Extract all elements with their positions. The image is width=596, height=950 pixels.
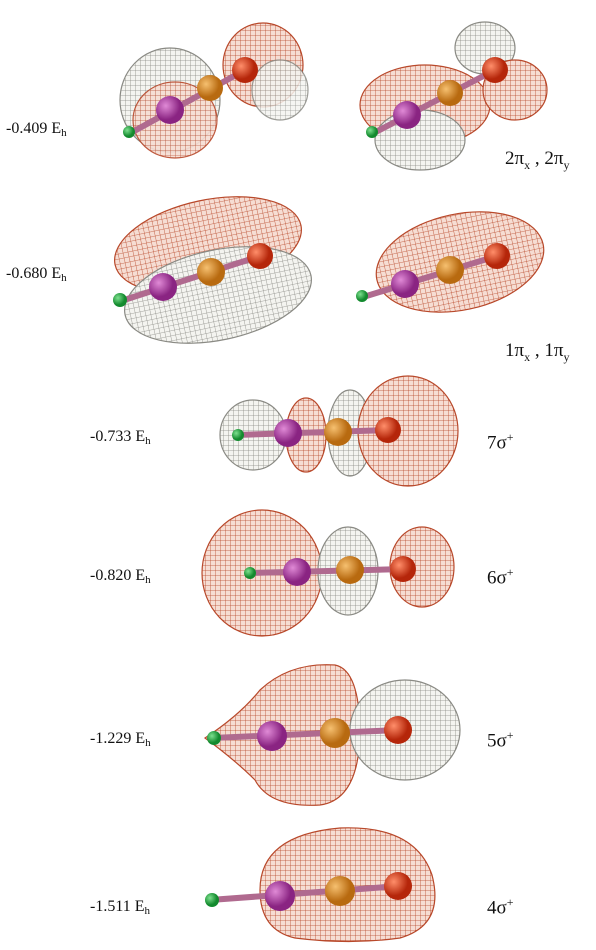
label-sup: + (506, 430, 514, 444)
energy-1pi: -0.680 Eh (6, 265, 67, 284)
energy-4sigma: -1.511 Eh (90, 898, 150, 917)
orbital-2pi-x (119, 22, 309, 159)
label-sub: x (524, 349, 531, 364)
molecule (113, 243, 273, 307)
label-sub: x (524, 157, 531, 172)
orbital-4sigma (205, 827, 436, 943)
energy-7sigma: -0.733 Eh (90, 428, 151, 447)
orbital-1pi-x (113, 196, 312, 344)
molecule (356, 243, 510, 302)
energy-5sigma: -1.229 Eh (90, 730, 151, 749)
molecule (232, 417, 401, 447)
energy-unit: E (51, 265, 62, 282)
label-part: 4σ (487, 897, 507, 919)
energy-unit: E (134, 898, 145, 915)
label-sep: , (530, 340, 545, 361)
orbital-7sigma (219, 375, 459, 487)
label-part: 2π (505, 148, 525, 169)
orbital-5sigma (203, 664, 461, 806)
molecule (366, 57, 508, 138)
energy-value: -0.733 (90, 428, 132, 445)
orbital-1pi-y (356, 211, 545, 313)
energy-value: -0.680 (6, 265, 48, 282)
label-6sigma: 6σ+ (487, 565, 514, 589)
energy-value: -0.409 (6, 120, 48, 137)
orbital-2pi-y (359, 21, 548, 171)
label-1pi: 1πx , 1πy (505, 340, 569, 365)
label-5sigma: 5σ+ (487, 728, 514, 752)
label-7sigma: 7σ+ (487, 430, 514, 454)
label-sup: + (506, 565, 514, 579)
energy-unit: E (135, 567, 146, 584)
label-2pi: 2πx , 2πy (505, 148, 569, 173)
label-part: 5σ (487, 730, 507, 752)
energy-value: -1.229 (90, 730, 132, 747)
orbital-6sigma (201, 509, 455, 637)
label-4sigma: 4σ+ (487, 895, 514, 919)
energy-value: -1.511 (90, 898, 131, 915)
energy-unit: E (135, 730, 146, 747)
molecule (205, 872, 412, 911)
label-part: 2π (544, 148, 564, 169)
label-part: 1π (544, 340, 564, 361)
label-part: 1π (505, 340, 525, 361)
energy-unit-sub: h (61, 272, 67, 284)
label-sup: + (506, 728, 514, 742)
label-sub: y (563, 157, 570, 172)
energy-unit-sub: h (145, 737, 151, 749)
energy-unit-sub: h (145, 435, 151, 447)
energy-6sigma: -0.820 Eh (90, 567, 151, 586)
label-part: 6σ (487, 567, 507, 589)
label-part: 7σ (487, 432, 507, 454)
energy-value: -0.820 (90, 567, 132, 584)
label-sep: , (530, 148, 545, 169)
molecule (123, 57, 258, 138)
molecule (244, 556, 416, 586)
energy-unit: E (51, 120, 62, 137)
label-sub: y (563, 349, 570, 364)
molecule (207, 716, 412, 751)
energy-unit-sub: h (145, 574, 151, 586)
energy-unit-sub: h (144, 905, 151, 917)
energy-unit: E (135, 428, 146, 445)
energy-unit-sub: h (61, 127, 67, 139)
label-sup: + (506, 895, 514, 909)
energy-2pi: -0.409 Eh (6, 120, 67, 139)
